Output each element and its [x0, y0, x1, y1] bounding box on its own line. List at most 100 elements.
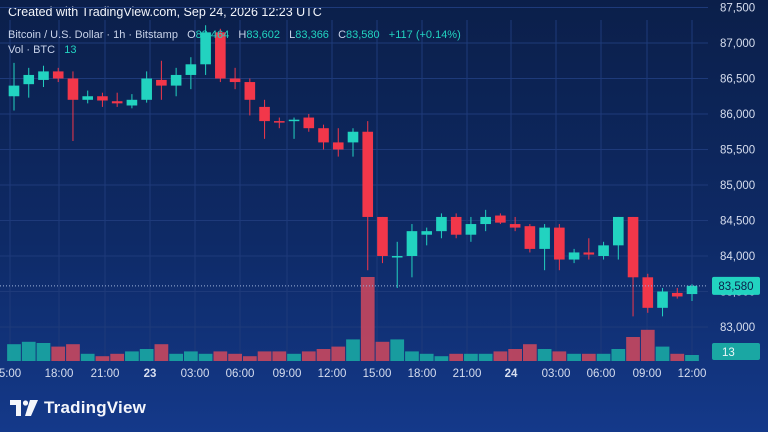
x-tick-label: 09:00	[273, 368, 302, 380]
y-tick-label: 84,500	[720, 216, 755, 228]
high-value: 83,602	[246, 29, 281, 41]
x-tick-label: 03:00	[542, 368, 571, 380]
volume-bar	[257, 351, 272, 361]
x-tick-label: 24	[505, 368, 518, 380]
candle-body	[332, 142, 344, 150]
volume-bar	[80, 353, 95, 361]
volume-bar	[478, 353, 493, 361]
candle-body	[185, 64, 197, 75]
volume-bar	[434, 356, 449, 361]
volume-bar	[228, 353, 242, 361]
y-tick-label: 87,500	[720, 3, 755, 15]
candle-body	[318, 128, 329, 143]
candle-body	[82, 96, 94, 100]
candle-body	[141, 78, 152, 100]
x-tick-label: 06:00	[587, 368, 616, 380]
x-axis-labels: 5:00 18:00 21:00 23 03:00 06:00 09:00 12:00 15:0…	[0, 368, 706, 380]
candle-body	[377, 216, 388, 256]
x-tick-label: 12:00	[678, 368, 707, 380]
created-with-caption: Created with TradingView.com, Sep 24, 20…	[8, 5, 322, 19]
tradingview-logo-icon	[10, 400, 38, 416]
x-tick-label: 23	[144, 368, 157, 380]
volume-bar	[184, 351, 198, 361]
x-tick-label: 12:00	[318, 368, 347, 380]
low-value: 83,366	[295, 29, 329, 41]
candle-body	[67, 78, 79, 100]
candle-body	[111, 101, 123, 104]
candle-body	[288, 119, 300, 122]
y-tick-label: 85,500	[720, 145, 755, 157]
y-tick-label: 85,000	[720, 180, 755, 192]
volume-bar	[360, 277, 375, 361]
candle-body	[480, 216, 491, 225]
candle-body	[509, 224, 521, 228]
volume-bar	[169, 353, 183, 361]
candle-body	[598, 245, 609, 256]
low-label: L	[289, 29, 296, 41]
volume-bar	[626, 337, 640, 361]
candle-body	[200, 32, 211, 65]
x-tick-label: 15:00	[363, 368, 392, 380]
candle-body	[38, 71, 49, 80]
volume-bar	[139, 349, 154, 361]
volume-bar	[493, 351, 508, 361]
candle-body	[465, 224, 477, 235]
candle-body	[97, 96, 108, 101]
candle-body	[568, 252, 580, 260]
volume-bars	[7, 277, 699, 361]
candle-body	[495, 215, 506, 223]
volume-bar	[301, 351, 316, 361]
y-tick-label: 86,500	[720, 74, 755, 86]
symbol-label: Bitcoin / U.S. Dollar · 1h · Bitstamp	[8, 29, 178, 41]
y-tick-label: 86,000	[720, 109, 755, 121]
volume-bar	[95, 356, 110, 361]
volume-badge	[712, 343, 760, 360]
volume-bar	[685, 355, 699, 361]
candlesticks	[8, 25, 698, 317]
volume-bar	[287, 353, 301, 361]
volume-value: 13	[64, 44, 77, 56]
volume-bar	[567, 353, 581, 361]
volume-bar	[611, 349, 626, 361]
close-value: 83,580	[346, 29, 380, 41]
ohlc-row: Bitcoin / U.S. Dollar · 1h · Bitstamp O 8…	[8, 28, 461, 43]
open-label: O	[187, 29, 196, 41]
volume-bar	[7, 344, 21, 361]
x-tick-label: 21:00	[453, 368, 482, 380]
volume-bar	[110, 353, 125, 361]
x-tick-label: 06:00	[226, 368, 255, 380]
x-tick-label: 09:00	[633, 368, 662, 380]
volume-bar	[66, 344, 80, 361]
candle-body	[671, 292, 683, 297]
volume-row: Vol · BTC 13	[8, 43, 461, 58]
candle-body	[244, 82, 256, 100]
volume-bar	[242, 356, 257, 361]
x-tick-label: 18:00	[45, 368, 74, 380]
volume-bar	[125, 351, 139, 361]
candle-body	[583, 252, 595, 255]
volume-bar	[272, 351, 287, 361]
y-axis-labels: 87,500 87,000 86,500 86,000 85,500 85,000 84,5…	[720, 3, 755, 335]
y-tick-label: 87,000	[720, 38, 755, 50]
volume-bar	[670, 353, 685, 361]
volume-bar	[552, 351, 567, 361]
tradingview-logo[interactable]: TradingView	[10, 398, 146, 418]
volume-bar	[655, 346, 670, 361]
candle-body	[524, 226, 536, 249]
candle-body	[686, 285, 698, 295]
volume-bar	[405, 351, 419, 361]
candle-body	[450, 216, 462, 235]
candle-body	[539, 227, 550, 249]
candle-body	[362, 131, 374, 217]
high-label: H	[238, 29, 247, 41]
axis-badges: 83,580 13	[712, 276, 760, 360]
candle-body	[347, 131, 359, 143]
x-tick-label: 18:00	[408, 368, 437, 380]
candle-body	[215, 32, 226, 79]
chart-legend: Bitcoin / U.S. Dollar · 1h · Bitstamp O 8…	[8, 28, 461, 58]
volume-bar	[213, 351, 228, 361]
y-tick-label: 84,000	[720, 251, 755, 263]
candle-body	[259, 106, 270, 122]
volume-bar	[346, 339, 360, 361]
